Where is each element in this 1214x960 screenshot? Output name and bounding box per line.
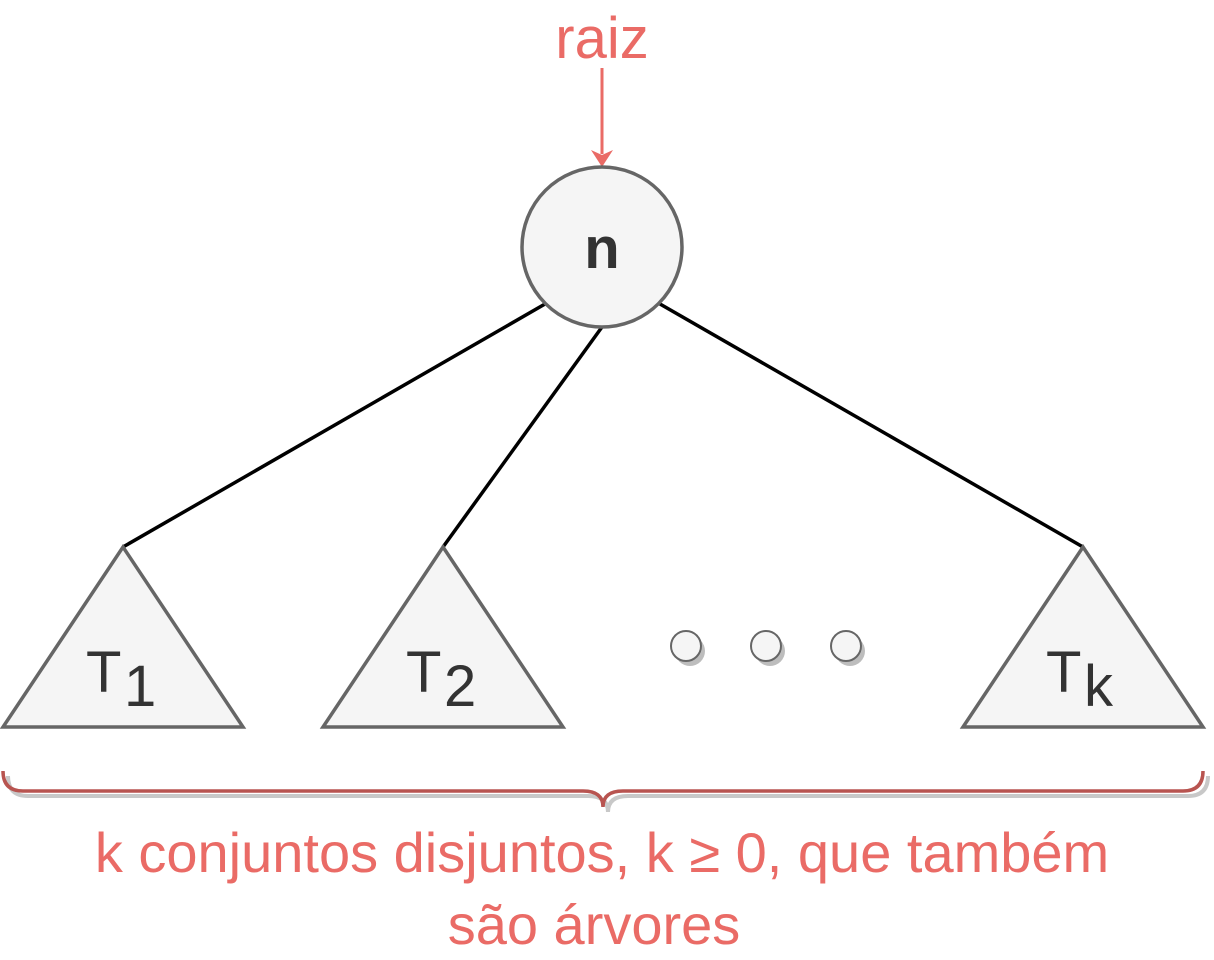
subtree-2-letter: T: [406, 640, 441, 705]
subtree-1-triangle: [0, 543, 247, 729]
subtree-k-index: k: [1084, 654, 1114, 719]
ellipsis-dot: [830, 630, 862, 662]
ellipsis-dot: [670, 630, 702, 662]
subtree-k-triangle: [959, 543, 1207, 729]
edge-to-subtree-2: [441, 325, 604, 549]
root-label: raiz: [555, 6, 648, 71]
subtree-2-label: T2: [406, 640, 476, 719]
root-arrowhead: [591, 150, 613, 167]
subtree-2-index: 2: [444, 654, 476, 719]
ellipsis-dot: [750, 630, 782, 662]
caption-line-2: são árvores: [448, 893, 741, 956]
curly-brace: [1, 770, 1205, 808]
subtree-k-label: Tk: [1046, 640, 1114, 719]
ellipsis-dots: [670, 630, 865, 666]
root-node: [520, 165, 684, 329]
subtree-2-triangle: [319, 543, 567, 729]
edge-to-subtree-k: [659, 302, 1084, 549]
subtree-1-letter: T: [86, 640, 121, 705]
subtree-k-letter: T: [1046, 640, 1081, 705]
subtree-1-label: T1: [86, 640, 156, 719]
subtree-1-index: 1: [124, 654, 156, 719]
edge-to-subtree-1: [122, 302, 546, 549]
root-node-label: n: [584, 216, 619, 281]
caption-line-1: k conjuntos disjuntos, k ≥ 0, que também: [95, 821, 1109, 884]
brace-shadow: [6, 775, 1210, 813]
